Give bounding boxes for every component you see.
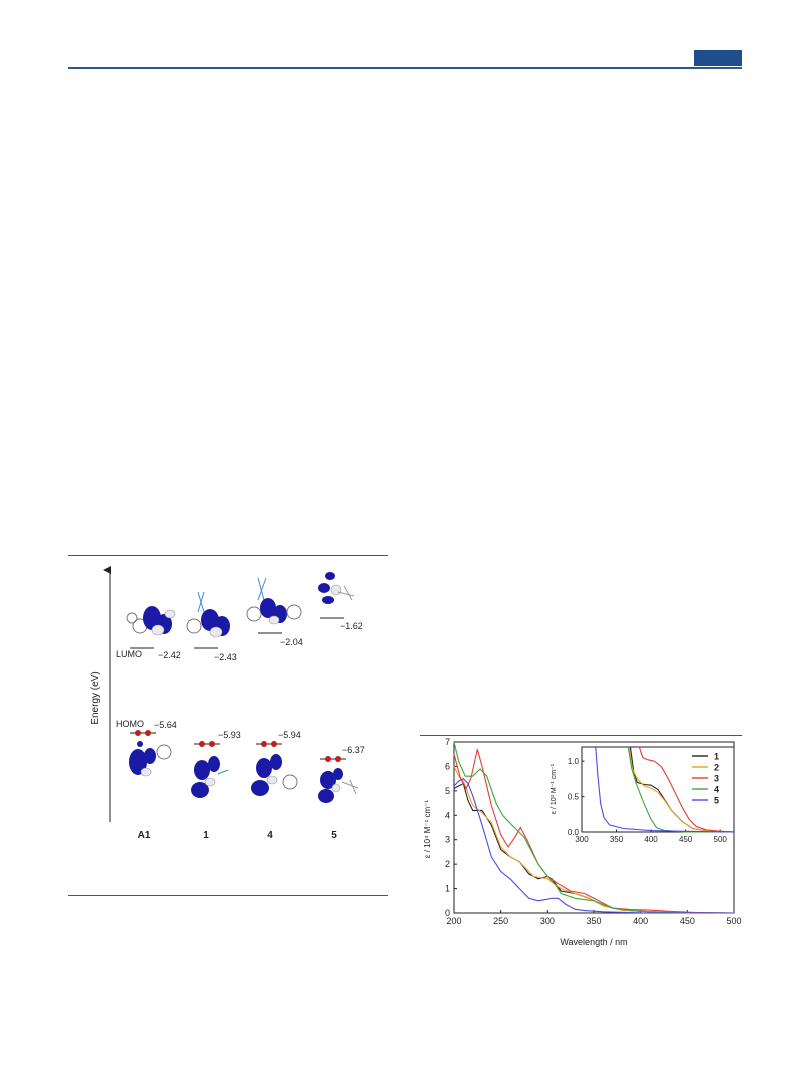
homo-energy-4: −5.94 [278,730,301,740]
inset-y-axis-label: ε / 10³ M⁻¹ cm⁻¹ [551,763,558,814]
y-tick-label: 7 [445,737,450,747]
inset-x-tick-label: 350 [610,835,624,844]
main-y-axis-label: ε / 10⁴ M⁻¹ cm⁻¹ [423,800,432,858]
figure2-top-rule [420,735,742,736]
series-line-3 [453,749,735,914]
lumo-orbital-5 [318,572,355,604]
inset-x-tick-label: 400 [644,835,658,844]
inset-y-tick-label: 0.5 [568,793,580,802]
figure1-bottom-rule [68,895,388,896]
inset-series-line-5 [595,746,735,833]
legend-label-5: 5 [714,796,719,806]
y-tick-label: 3 [445,835,450,845]
legend-label-3: 3 [714,774,719,784]
mo-diagram: Energy (eV) LUMO HOMO [90,566,365,841]
lumo-energy-1: −2.43 [214,652,237,662]
legend-label-2: 2 [714,763,719,773]
series-line-4 [453,741,735,914]
legend-label-1: 1 [714,752,719,762]
inset-series-line-2 [628,746,735,833]
y-tick-label: 0 [445,908,450,918]
homo-level-5 [320,756,346,762]
homo-energy-1: −5.93 [218,730,241,740]
homo-orbital-1 [191,756,229,798]
lumo-label: LUMO [116,649,142,659]
homo-level-4 [256,741,282,747]
x-tick-label: 300 [540,916,555,926]
x-tick-label: 350 [586,916,601,926]
header-accent-block [694,50,742,66]
lumo-orbital-4 [246,577,302,625]
inset-y-tick-label: 1.0 [568,757,580,766]
homo-energy-5: −6.37 [342,745,365,755]
y-tick-label: 6 [445,761,450,771]
homo-level-1 [194,741,220,747]
x-tick-label: 450 [680,916,695,926]
x-tick-label: 250 [493,916,508,926]
compound-label-4: 4 [267,830,273,841]
y-tick-label: 4 [445,810,450,820]
legend-label-4: 4 [714,785,719,795]
inset-x-tick-label: 500 [714,835,728,844]
homo-label: HOMO [116,719,144,729]
homo-orbital-4 [251,754,298,796]
inset-x-tick-label: 300 [575,835,589,844]
series-line-5 [453,777,735,914]
y-tick-label: 1 [445,884,450,894]
inset-series-line-3 [638,746,735,833]
lumo-orbital-1 [186,591,230,638]
homo-orbital-a1 [129,741,172,777]
header-rule [68,67,742,69]
homo-level-a1 [130,730,156,736]
lumo-energy-a1: −2.42 [158,650,181,660]
main-x-axis-label: Wavelength / nm [560,937,627,947]
y-tick-label: 5 [445,786,450,796]
energy-axis-label: Energy (eV) [90,671,101,724]
inset-x-tick-label: 450 [679,835,693,844]
homo-orbital-5 [318,768,359,803]
figure1-top-rule [68,555,388,556]
homo-energy-a1: −5.64 [154,720,177,730]
lumo-orbital-a1 [126,606,176,636]
compound-label-5: 5 [331,830,337,841]
x-tick-label: 500 [726,916,741,926]
lumo-energy-4: −2.04 [280,637,303,647]
inset-plot-frame [581,746,735,833]
compound-label-a1: A1 [138,830,151,841]
lumo-energy-5: −1.62 [340,621,363,631]
compound-label-1: 1 [203,830,209,841]
y-tick-label: 2 [445,859,450,869]
x-tick-label: 200 [446,916,461,926]
x-tick-label: 400 [633,916,648,926]
inset-y-tick-label: 0.0 [568,828,580,837]
